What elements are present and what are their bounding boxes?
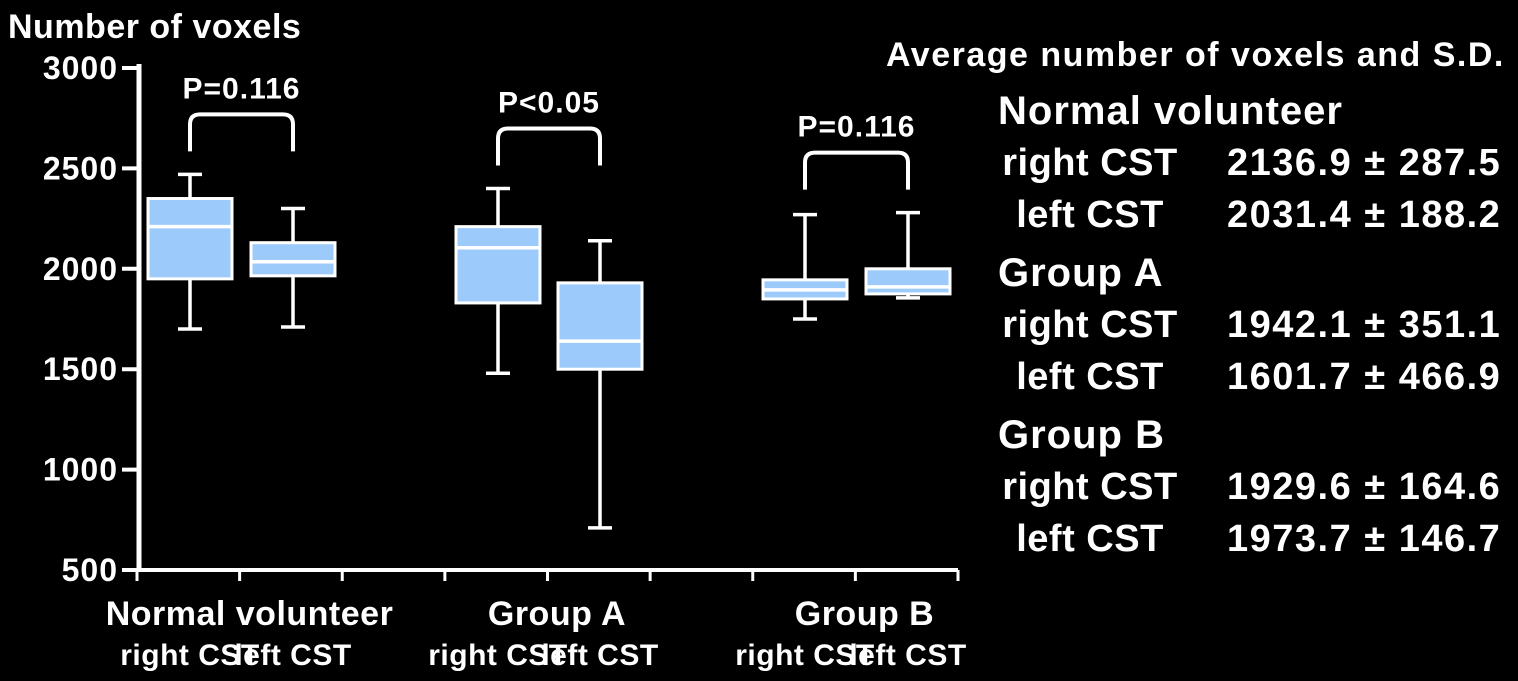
stats-row: left CST 1601.7 ± 466.9 [886, 355, 1516, 399]
y-axis-tick-label: 2500 [43, 150, 118, 186]
boxplot-group-a-left-cst-box [556, 281, 644, 371]
boxplot-normal-volunteer-right-cst-box [146, 197, 234, 281]
x-subcategory-label-group-a-right-cst: right CST [428, 639, 568, 672]
stat-row-value: 2031.4 ± 188.2 [1227, 194, 1502, 236]
y-axis-tick-label: 1000 [43, 452, 118, 488]
significance-bracket-normal-volunteer [188, 112, 295, 152]
p-value-label-normal-volunteer: P=0.116 [183, 72, 301, 105]
stats-heading-group-a: Group A [998, 251, 1164, 295]
stat-row-value: 1973.7 ± 146.7 [1227, 518, 1502, 560]
stat-row-label: right CST [1002, 142, 1178, 184]
significance-bracket-group-a [496, 126, 602, 166]
significance-bracket-group-b [803, 150, 910, 190]
stats-heading-group-b: Group B [998, 413, 1165, 457]
x-category-label-group-a: Group A [488, 595, 626, 633]
stat-row-label: right CST [1002, 304, 1178, 346]
y-axis-tick-label: 2000 [43, 251, 118, 287]
x-category-label-normal-volunteer: Normal volunteer [106, 595, 394, 633]
x-subcategory-label-group-b-right-cst: right CST [735, 639, 875, 672]
stat-row-value: 1929.6 ± 164.6 [1227, 466, 1502, 508]
stat-row-label: left CST [1016, 356, 1164, 398]
stats-panel: Average number of voxels and S.D. Normal… [886, 36, 1516, 561]
stat-row-value: 1601.7 ± 466.9 [1227, 356, 1502, 398]
stats-row: left CST 1973.7 ± 146.7 [886, 517, 1516, 561]
chart-y-axis-title: Number of voxels [8, 8, 302, 46]
y-axis-tick-label: 1500 [43, 351, 118, 387]
boxplot-group-b-left-cst-box [864, 267, 952, 296]
y-axis-tick-label: 500 [62, 552, 118, 588]
x-subcategory-label-group-b-left-cst: left CST [849, 639, 966, 672]
stats-row: left CST 2031.4 ± 188.2 [886, 193, 1516, 237]
stats-row: right CST 1942.1 ± 351.1 [886, 303, 1516, 347]
stats-panel-title: Average number of voxels and S.D. [886, 36, 1505, 74]
stat-row-value: 2136.9 ± 287.5 [1227, 142, 1502, 184]
p-value-label-group-b: P=0.116 [798, 111, 916, 144]
stats-row: right CST 2136.9 ± 287.5 [886, 141, 1516, 185]
x-subcategory-label-normal-volunteer-right-cst: right CST [120, 639, 260, 672]
x-subcategory-label-normal-volunteer-left-cst: left CST [234, 639, 351, 672]
boxplot-normal-volunteer-left-cst-box [249, 241, 337, 278]
stat-row-label: right CST [1002, 466, 1178, 508]
p-value-label-group-a: P<0.05 [498, 86, 600, 119]
x-category-label-group-b: Group B [795, 595, 934, 633]
boxplot-chart: 3000 2500 2000 1500 1000 500 P=0.116 Normal vol… [43, 50, 966, 672]
stat-row-label: left CST [1016, 518, 1164, 560]
y-axis-tick-label: 3000 [43, 50, 118, 86]
stats-heading-normal-volunteer: Normal volunteer [998, 89, 1343, 133]
stats-row: right CST 1929.6 ± 164.6 [886, 465, 1516, 509]
stat-row-label: left CST [1016, 194, 1164, 236]
stat-row-value: 1942.1 ± 351.1 [1227, 304, 1502, 346]
x-subcategory-label-group-a-left-cst: left CST [541, 639, 658, 672]
boxplot-group-a-right-cst-box [454, 225, 542, 305]
